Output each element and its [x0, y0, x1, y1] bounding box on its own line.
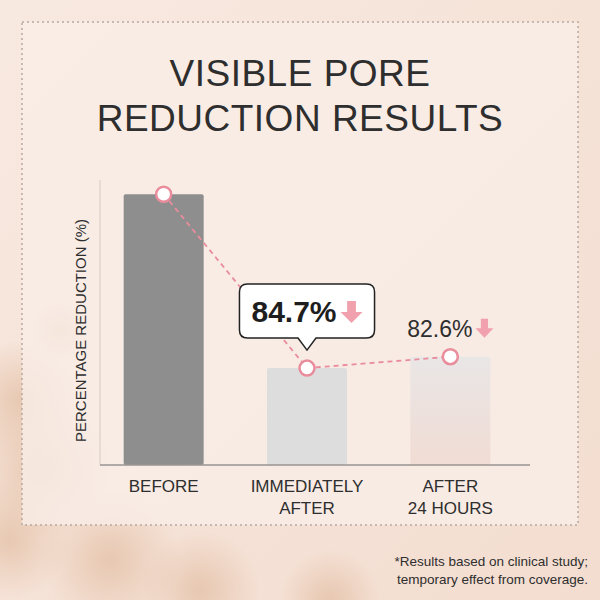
down-arrow: [341, 301, 363, 323]
powder: [140, 530, 260, 600]
footnote-line: temporary effect from coverage.: [397, 572, 588, 587]
marker: [443, 349, 458, 364]
down-arrow: [475, 319, 493, 338]
x-tick-line: 24 HOURS: [408, 499, 493, 518]
footnote-line: *Results based on clinical study;: [394, 554, 588, 569]
marks: [124, 194, 491, 465]
x-tick-line: BEFORE: [129, 477, 199, 496]
chart: VISIBLE POREREDUCTION RESULTS PERCENTAGE …: [0, 0, 600, 600]
title-line: VISIBLE PORE: [170, 53, 431, 94]
bar: [124, 194, 204, 465]
marker: [156, 187, 171, 202]
bar: [410, 357, 490, 465]
title: VISIBLE POREREDUCTION RESULTS: [97, 53, 504, 139]
x-tick-line: IMMEDIATELY: [251, 477, 364, 496]
stage: VISIBLE POREREDUCTION RESULTS PERCENTAGE …: [0, 0, 600, 600]
x-tick-label: IMMEDIATELY AFTER: [251, 477, 364, 518]
annotation: 84.7%: [239, 284, 374, 350]
marker: [300, 361, 315, 376]
background: [0, 0, 600, 600]
x-tick-label: BEFORE: [129, 477, 199, 496]
annotation-text: 82.6%: [407, 316, 472, 342]
x-tick-line: AFTER: [422, 477, 478, 496]
callout-box: [239, 284, 374, 350]
x-axis: [100, 464, 530, 466]
footnote: *Results based on clinical study; tempora…: [394, 554, 588, 587]
annotation-text: 84.7%: [251, 295, 336, 328]
powder: [280, 550, 380, 600]
trend-line: [164, 194, 451, 368]
panel: [22, 22, 578, 525]
title-line: REDUCTION RESULTS: [97, 98, 504, 139]
y-axis: [100, 180, 101, 465]
bar: [267, 368, 347, 465]
x-tick-line: AFTER: [279, 499, 335, 518]
x-tick-label: AFTER 24 HOURS: [408, 477, 493, 518]
annotation: 82.6%: [407, 316, 493, 342]
y-axis-label: PERCENTAGE REDUCTION (%): [72, 219, 89, 442]
